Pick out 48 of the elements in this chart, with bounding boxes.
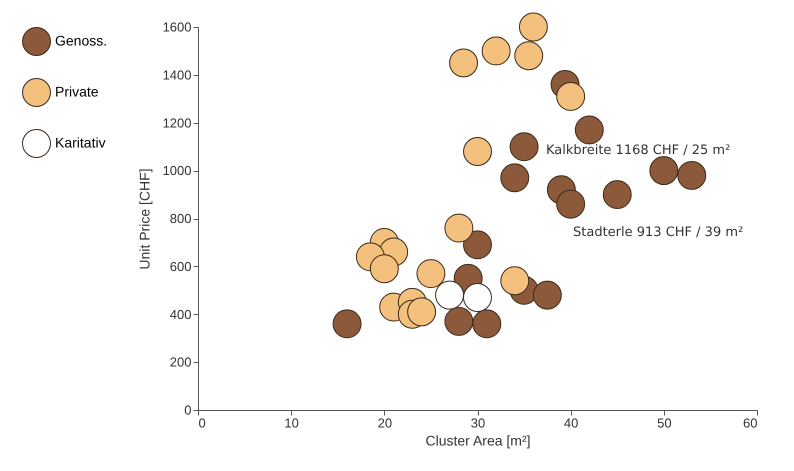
point (463, 283, 492, 312)
point (416, 259, 446, 288)
y-tick-label: 600 (170, 258, 192, 274)
point (444, 214, 474, 243)
point (510, 132, 539, 162)
point (444, 306, 474, 336)
y-tick-label: 1000 (162, 163, 192, 178)
point (556, 82, 586, 111)
point (463, 230, 492, 260)
point (514, 41, 544, 70)
y-tick-label: 1600 (162, 20, 192, 34)
point (556, 190, 586, 219)
y-tick-label: 200 (170, 354, 192, 370)
x-tick-label: 50 (657, 416, 672, 430)
point (332, 309, 362, 338)
point (482, 36, 511, 66)
legend-label: Karitativ (55, 134, 106, 150)
y-tick-label: 400 (170, 306, 192, 322)
point (435, 280, 464, 310)
x-tick-label: 0 (198, 416, 206, 430)
point (500, 266, 530, 296)
point (500, 163, 530, 192)
x-axis-title: Cluster Area [m²] (425, 432, 531, 448)
point (518, 12, 548, 42)
x-tick-label: 10 (284, 416, 299, 430)
x-tick-label: 20 (378, 416, 392, 430)
x-tick-label: 60 (743, 416, 758, 430)
point (407, 297, 436, 326)
y-axis-title: Unit Price [CHF] (136, 168, 153, 270)
annotation: Stadterle 913 CHF / 39 m² (573, 225, 744, 240)
point (532, 280, 562, 310)
y-tick-label: 1200 (162, 115, 192, 130)
x-tick-label: 40 (564, 416, 578, 430)
point (677, 160, 706, 190)
y-tick-label: 0 (184, 402, 192, 418)
point (602, 180, 632, 209)
point (472, 309, 502, 338)
annotation: Kalkbreite 1168 CHF / 25 m² (546, 143, 730, 158)
legend-label: Genoss. (55, 32, 108, 48)
x-tick-label: 30 (470, 416, 486, 430)
point (574, 115, 604, 144)
y-tick-label: 1400 (162, 67, 192, 82)
point (463, 137, 492, 166)
point (449, 48, 478, 78)
legend-label: Private (55, 84, 99, 100)
point (370, 254, 399, 284)
y-tick-label: 800 (170, 211, 192, 226)
point (649, 156, 678, 186)
